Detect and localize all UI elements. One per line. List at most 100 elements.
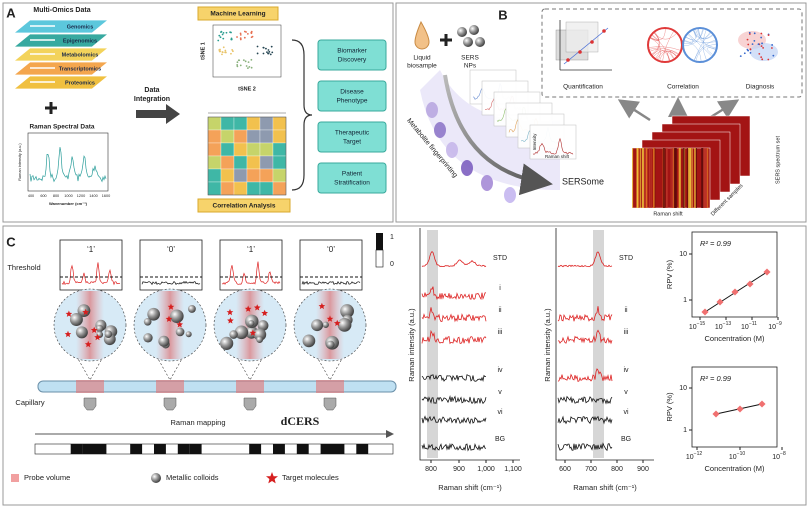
heatmap-cell (207, 155, 222, 170)
mapping-label: Raman mapping (170, 418, 225, 427)
tsne-dot (244, 60, 247, 63)
diag-dot (749, 51, 752, 54)
sample-spectrum (421, 286, 487, 301)
target-molecule (226, 308, 234, 316)
tsne-dot (250, 30, 253, 33)
plus (45, 102, 57, 114)
tick-label: 1000 (64, 194, 72, 198)
outcome-label: Disease (340, 89, 364, 96)
chord (651, 32, 660, 55)
colloid (170, 309, 184, 324)
heatmap-cell (272, 168, 287, 183)
legend-swatch (11, 474, 19, 482)
tick-label: 1,100 (504, 466, 522, 473)
heatmap-stripe (690, 148, 693, 208)
omics-layer (12, 75, 110, 90)
colloid (229, 330, 238, 339)
tick-label: 800 (53, 194, 59, 198)
panel-c-frame (2, 225, 807, 506)
r2-label: R² = 0.99 (700, 374, 732, 383)
barcode-frame (34, 443, 394, 455)
target-molecule (82, 308, 89, 316)
outcome-box (317, 162, 387, 194)
tsne-dot (224, 51, 227, 54)
barcode-cell (177, 444, 190, 454)
tsne-dot (231, 48, 234, 51)
heatmap-cell (220, 129, 235, 144)
colloid (75, 326, 88, 339)
heatmap-cell (246, 116, 261, 131)
axis-label: RPV (%) (665, 259, 674, 289)
threshold-label: Threshold (7, 263, 40, 272)
method-name: dCERS (281, 414, 320, 428)
sample-spectrum (557, 306, 613, 322)
heatmap-stripe (678, 148, 680, 208)
tick-label: 10−15 (689, 321, 705, 331)
diag-dot (739, 55, 742, 58)
icon-bg (565, 21, 599, 53)
barcode-cell (356, 444, 369, 454)
outcome-label: Discovery (338, 57, 367, 64)
heatmap-stripe (636, 148, 639, 208)
diag-dot (751, 43, 754, 45)
trace-label: BG (621, 436, 631, 443)
integration-label: Integration (134, 96, 170, 103)
barcode-cell (130, 444, 143, 454)
target-molecule (65, 310, 73, 317)
tick-label: 10−12 (686, 451, 702, 461)
plot-axes (419, 228, 520, 461)
calibration-point (701, 308, 709, 316)
sample-blob (504, 187, 516, 203)
threshold-box (219, 239, 283, 291)
axis-label: Wavenumber (cm⁻¹) (49, 201, 88, 206)
capillary (37, 380, 397, 393)
tsne-dot (236, 65, 239, 68)
state-label: ‘0’ (327, 245, 335, 254)
heatmap-cell (233, 116, 248, 131)
tsne-dot (245, 65, 248, 67)
omics-layer (12, 33, 110, 48)
trace-label: vi (497, 409, 503, 416)
chord (684, 40, 702, 61)
colloid (311, 319, 324, 332)
intensity-trace (141, 280, 201, 286)
chord (702, 30, 707, 60)
tick-exponent: −13 (723, 321, 732, 327)
trace-label: iii (624, 329, 629, 336)
tsne-dot (230, 37, 233, 40)
heatmap-stripe (678, 148, 681, 208)
tsne-dot (266, 51, 268, 54)
tick-label: 10−11 (741, 321, 757, 331)
axis-label: tSNE 2 (238, 86, 256, 92)
tick-label: 800 (611, 466, 623, 473)
chord (652, 50, 660, 59)
nanoparticle (463, 37, 473, 47)
tsne-dot (268, 50, 271, 53)
diag-dot (753, 39, 756, 42)
tsne-dot (262, 52, 265, 55)
tick-exponent: −10 (737, 451, 746, 457)
tsne-dot (250, 58, 253, 61)
heatmap-stripe (663, 148, 665, 208)
heatmap-cell (272, 129, 287, 144)
chord (688, 33, 712, 57)
calibration-point (712, 410, 720, 418)
colorbar-label: 1 (390, 234, 394, 241)
omics-layer-label: Genomics (67, 24, 94, 30)
calibration-point (746, 280, 754, 288)
colloid (143, 333, 153, 343)
target-molecule (227, 317, 234, 324)
chord (652, 34, 671, 61)
chord (652, 32, 660, 56)
colloid (326, 340, 335, 349)
tsne-dot (239, 33, 242, 36)
heatmap-cell (233, 168, 248, 183)
colloid (147, 307, 160, 321)
chord (695, 44, 716, 61)
chord (662, 31, 674, 61)
tick-label: 10 (679, 251, 687, 258)
threshold-box (139, 239, 203, 291)
target-molecule (176, 321, 183, 328)
barcode-cell (70, 444, 83, 454)
intensity-trace (61, 262, 121, 286)
